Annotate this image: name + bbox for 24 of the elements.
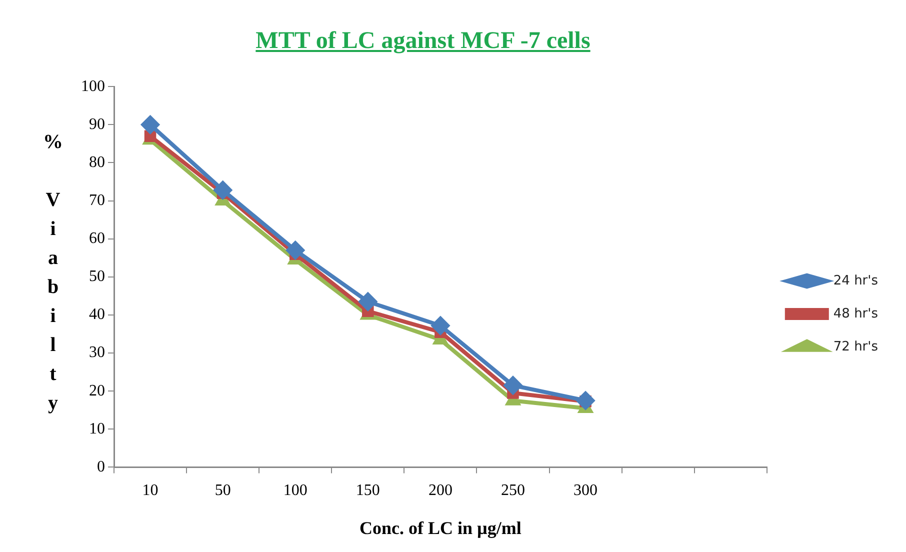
y-tick-label: 10 xyxy=(89,420,105,438)
x-tick-label: 10 xyxy=(142,482,158,500)
x-axis-title: Conc. of LC in µg/ml xyxy=(360,518,522,538)
y-tick-label: 20 xyxy=(89,382,105,400)
text: % Viabilty xyxy=(43,131,63,414)
legend-label: 24 hr's xyxy=(833,273,878,288)
legend-label: 48 hr's xyxy=(833,306,878,322)
chart-title: MTT of LC against MCF -7 cells xyxy=(254,27,592,56)
legend-label: 72 hr's xyxy=(833,339,878,354)
y-tick-label: 70 xyxy=(89,192,105,209)
y-tick-label: 100 xyxy=(81,78,105,95)
y-tick-label: 0 xyxy=(97,458,105,476)
y-tick-label: 80 xyxy=(89,154,105,171)
x-tick-label: 200 xyxy=(428,482,452,500)
x-tick-label: 150 xyxy=(356,482,380,500)
x-tick-label: 250 xyxy=(500,482,525,500)
y-tick-label: 60 xyxy=(89,230,105,248)
y-tick-label: 40 xyxy=(89,306,105,324)
y-tick-label: 90 xyxy=(89,116,105,133)
y-tick-label: 30 xyxy=(89,344,105,362)
x-tick-label: 100 xyxy=(283,482,308,500)
y-tick-label: 50 xyxy=(89,268,105,286)
x-tick-label: 50 xyxy=(214,482,231,500)
x-tick-label: 300 xyxy=(574,482,598,500)
